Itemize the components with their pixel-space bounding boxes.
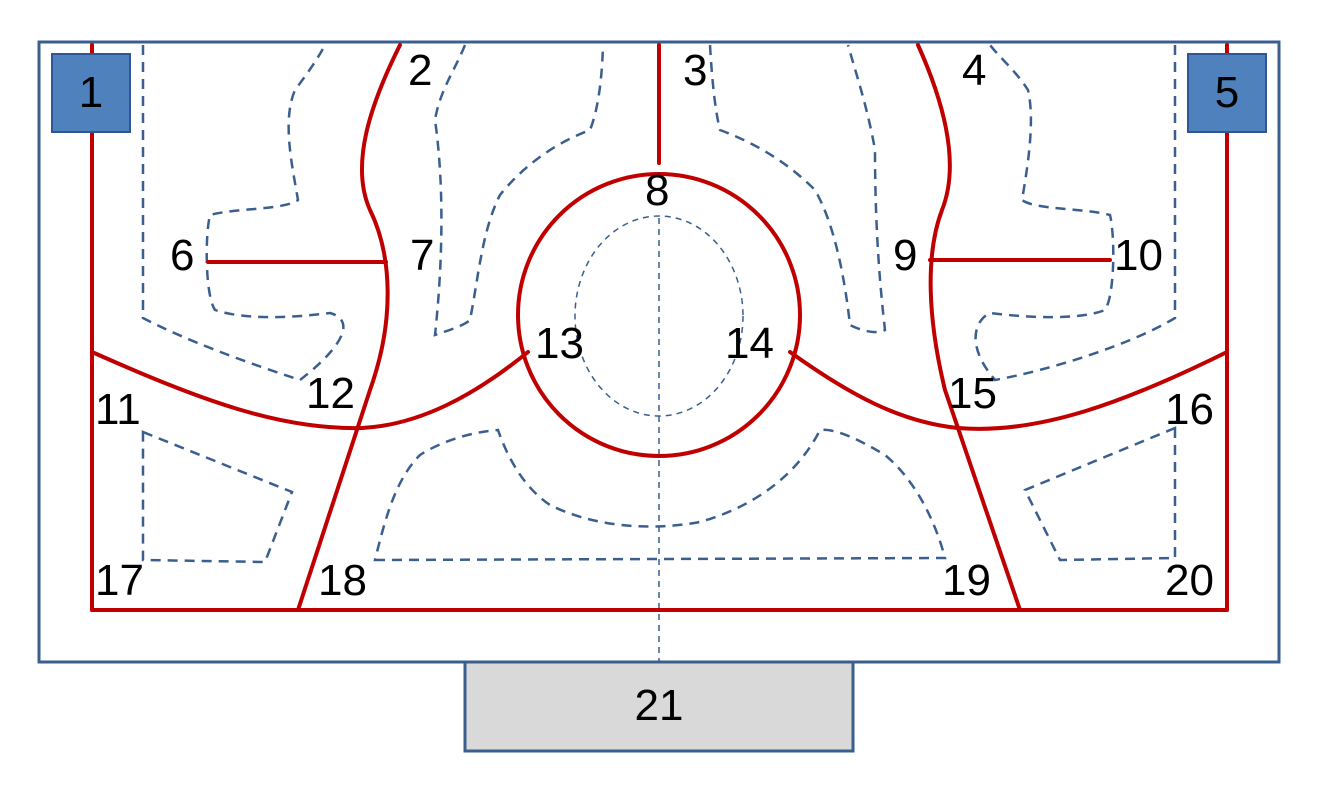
node-label-11: 11	[95, 385, 141, 434]
node-label-10: 10	[1114, 231, 1163, 280]
dashed-contour-right-outer	[974, 44, 1177, 382]
corner-box-left-label: 1	[79, 68, 103, 117]
dashed-contour-bottom-left	[141, 430, 294, 564]
corner-box-right	[1187, 53, 1267, 133]
corner-box-right-label: 5	[1215, 68, 1239, 117]
boundary-right-arc	[788, 350, 1229, 431]
node-label-2: 2	[408, 46, 432, 95]
node-label-7: 7	[410, 231, 434, 280]
bottom-box-label: 21	[635, 681, 684, 730]
bottom-box	[463, 660, 855, 753]
node-label-16: 16	[1165, 385, 1214, 434]
node-label-4: 4	[962, 46, 986, 95]
boundary-left-arc	[90, 350, 530, 431]
boundary-right-s-curve	[916, 43, 1022, 612]
node-label-8: 8	[645, 166, 669, 215]
dashed-contour-bottom-center	[373, 428, 947, 562]
node-label-13: 13	[535, 319, 584, 368]
corner-box-left	[51, 53, 131, 133]
dashed-contour-left-outer	[141, 44, 345, 382]
node-label-19: 19	[942, 556, 991, 605]
red-boundaries	[90, 43, 1229, 612]
node-label-6: 6	[170, 231, 194, 280]
node-labels: 2 3 4 6 7 8 9 10 11 12 13 14 15 16 17 18…	[95, 46, 1214, 605]
node-label-3: 3	[683, 46, 707, 95]
dashed-contour-bottom-right	[1023, 426, 1177, 562]
node-label-14: 14	[725, 319, 774, 368]
boundary-left-s-curve	[296, 43, 402, 612]
node-label-15: 15	[948, 369, 997, 418]
node-label-9: 9	[893, 231, 917, 280]
boundary-center-circle	[516, 172, 802, 458]
dashed-contours	[141, 44, 1177, 662]
node-label-20: 20	[1165, 556, 1214, 605]
dashed-contour-upper-right	[708, 44, 887, 334]
node-label-17: 17	[95, 556, 144, 605]
node-label-18: 18	[318, 556, 367, 605]
node-label-12: 12	[306, 369, 355, 418]
